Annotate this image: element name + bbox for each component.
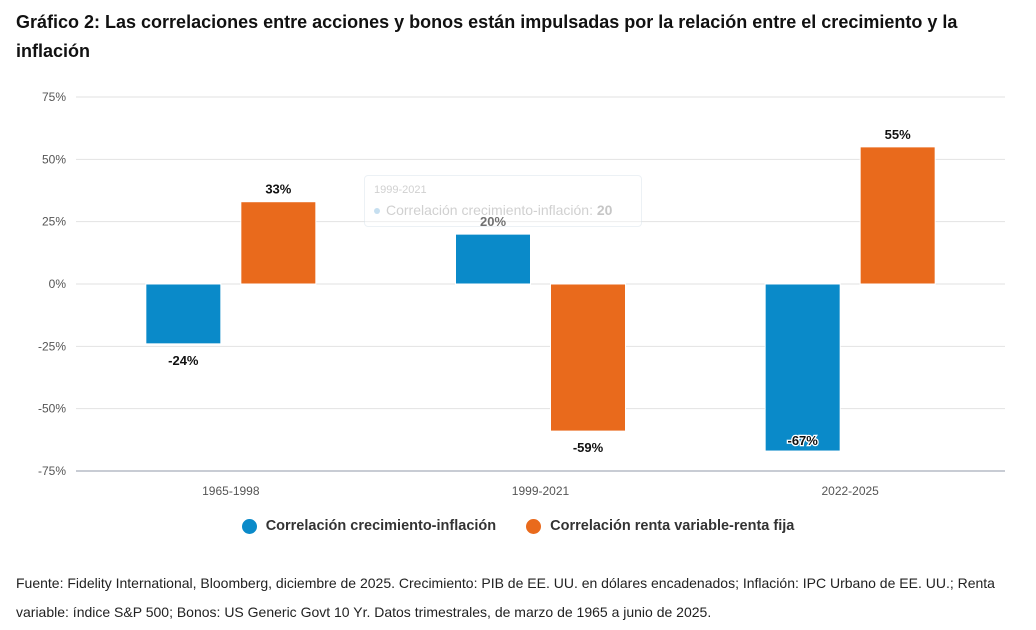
legend-label: Correlación renta variable-renta fija <box>550 518 795 534</box>
gridlines <box>76 96 1005 472</box>
x-tick-label: 1965-1998 <box>202 484 260 498</box>
data-label: 20% <box>480 214 506 229</box>
legend-marker-growth-inflation <box>241 518 257 534</box>
bar-chart: 75% 50% 25% 0% -25% -50% -75% -24% 33% 20% -59% -6… <box>38 90 1005 498</box>
y-tick-label: -50% <box>38 402 66 416</box>
data-label: -24% <box>168 353 199 368</box>
y-tick-label: -75% <box>38 464 66 478</box>
legend-marker-equity-bond <box>526 518 542 534</box>
data-label: 33% <box>265 182 291 197</box>
tooltip-series-name: Correlación crecimiento-inflación: <box>386 202 593 218</box>
y-tick-label: 0% <box>49 277 67 291</box>
bar <box>550 283 626 432</box>
bar <box>764 283 841 452</box>
tooltip-header: 1999-2021 <box>374 184 427 196</box>
legend: Correlación crecimiento-inflación Correl… <box>0 518 1036 534</box>
legend-item-equity-bond[interactable]: Correlación renta variable-renta fija <box>526 518 794 534</box>
data-label: -67% <box>787 433 818 448</box>
y-tick-label: 75% <box>42 90 66 104</box>
bar <box>240 201 317 285</box>
bar <box>859 146 936 285</box>
hover-tooltip: 1999-2021 Correlación crecimiento-inflac… <box>364 175 642 227</box>
y-axis-labels: 75% 50% 25% 0% -25% -50% -75% <box>38 90 66 478</box>
data-label: -59% <box>573 440 604 455</box>
data-labels: -24% 33% 20% -59% -67% 55% <box>168 127 911 455</box>
tooltip-line: Correlación crecimiento-inflación: 20 <box>374 202 612 218</box>
x-axis-labels: 1965-1998 1999-2021 2022-2025 <box>202 484 879 498</box>
y-tick-label: 50% <box>42 152 66 166</box>
bar <box>145 283 222 345</box>
legend-label: Correlación crecimiento-inflación <box>265 518 497 534</box>
bars <box>145 146 936 452</box>
data-label: 55% <box>885 127 911 142</box>
source-note: Fuente: Fidelity International, Bloomber… <box>16 575 995 620</box>
tooltip-value: 20 <box>596 202 613 218</box>
y-tick-label: 25% <box>42 215 66 229</box>
legend-item-growth-inflation[interactable]: Correlación crecimiento-inflación <box>241 518 497 534</box>
x-tick-label: 2022-2025 <box>821 484 879 498</box>
chart-title: Gráfico 2: Las correlaciones entre accio… <box>16 12 958 61</box>
bar <box>455 233 531 285</box>
y-tick-label: -25% <box>38 339 66 353</box>
tooltip-series-dot <box>374 208 380 215</box>
x-tick-label: 1999-2021 <box>512 484 570 498</box>
